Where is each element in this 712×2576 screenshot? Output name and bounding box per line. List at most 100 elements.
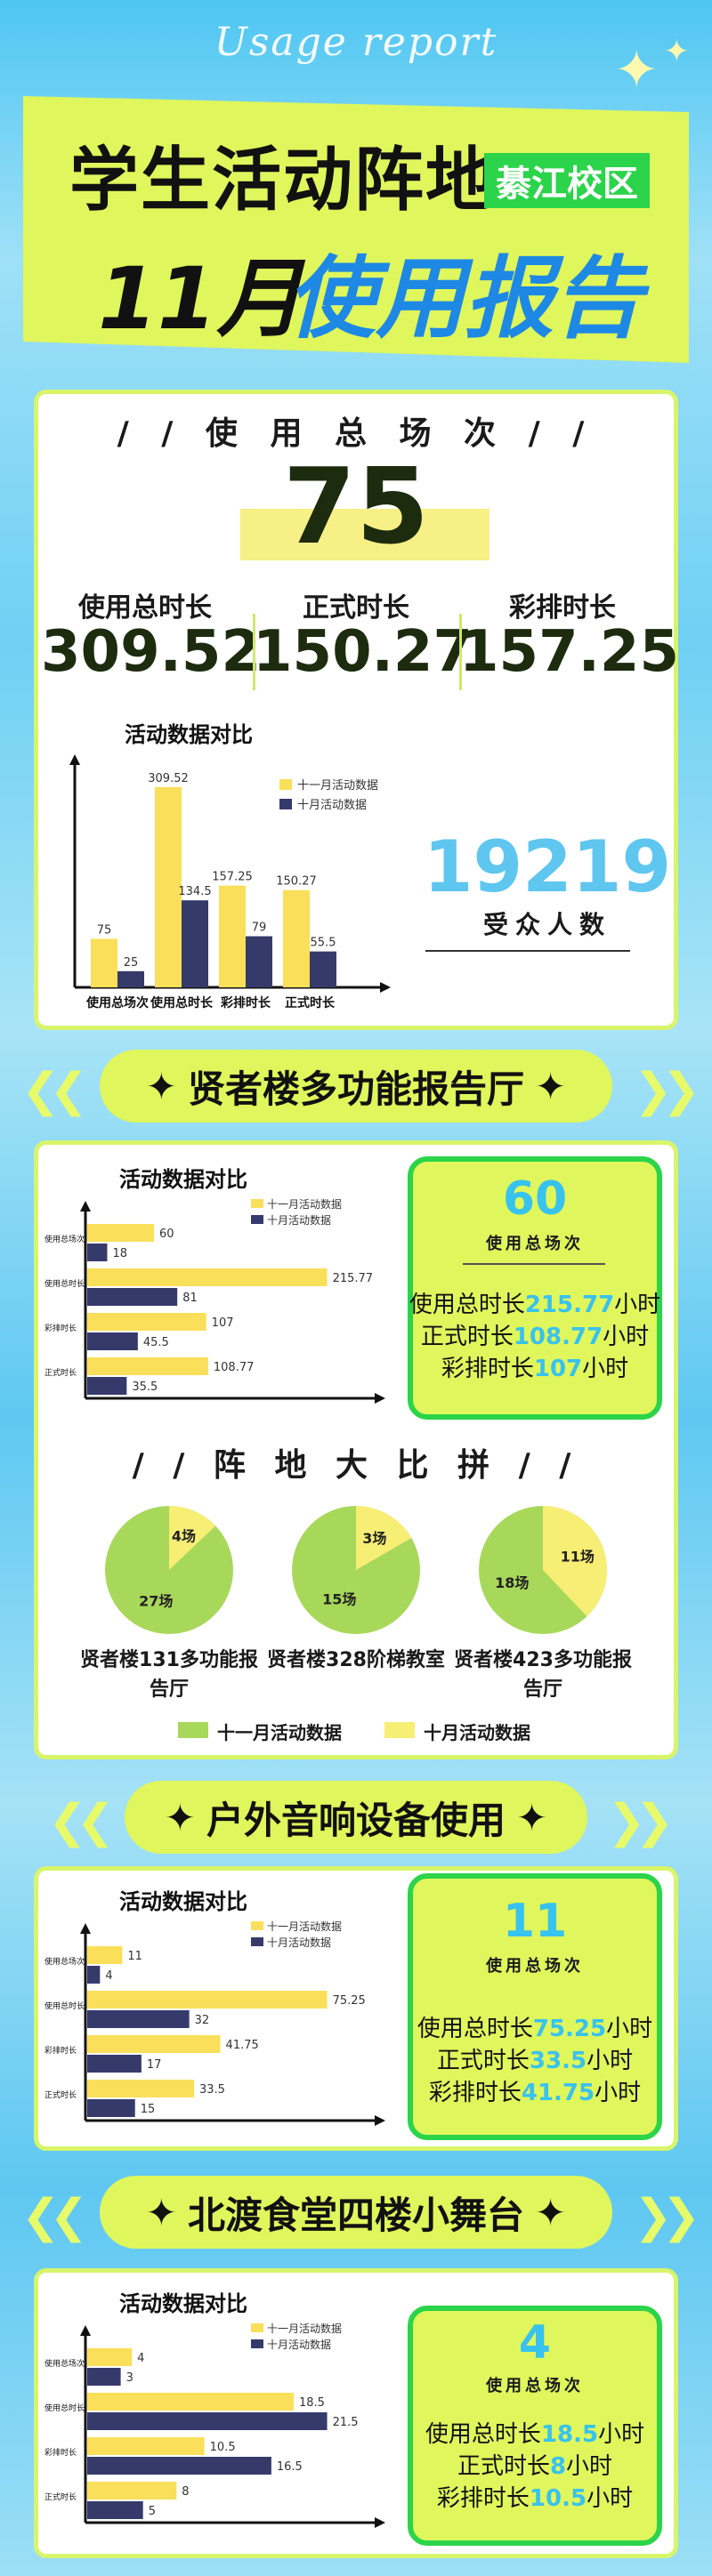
y-axis-arrow: [80, 1923, 91, 1934]
bar-0-0: [91, 938, 117, 987]
bar-0-3: [87, 2482, 177, 2500]
hall-unit: 小时: [582, 1356, 629, 1382]
outdoor-total-value: 75.25: [532, 2016, 607, 2042]
x-axis-arrow: [375, 1393, 385, 1404]
canteen-rehearsal-prefix: 彩排时长: [436, 2485, 530, 2512]
data-label: 41.75: [226, 2039, 259, 2052]
report-subtitle: 使用报告: [287, 246, 643, 350]
pie-label-oct: 4场: [172, 1528, 196, 1545]
canteen-formal-line: 正式时长8小时: [408, 2448, 662, 2481]
diamond-icon: ✦: [535, 1064, 567, 1108]
hall-formal-line: 正式时长108.77小时: [408, 1318, 662, 1351]
pie-label-nov: 18场: [495, 1574, 529, 1591]
y-tick-label: 使用总时长: [44, 2000, 85, 2011]
bar-1-0: [87, 1244, 108, 1261]
legend-label: 十月活动数据: [267, 1213, 331, 1227]
bar-1-1: [87, 2010, 190, 2028]
bar-1-2: [87, 1332, 138, 1350]
diamond-icon: ✦: [145, 2190, 177, 2234]
data-label: 4: [137, 2352, 144, 2365]
legend-label: 十一月活动数据: [267, 1197, 342, 1211]
data-label: 134.5: [178, 885, 211, 898]
y-axis-arrow: [80, 2325, 91, 2336]
bar-1-0: [87, 2368, 121, 2386]
x-tick-label: 使用总时长: [150, 995, 214, 1010]
hall-count-label: 使用总场次: [486, 1235, 584, 1253]
canteen-unit: 小时: [566, 2453, 613, 2480]
x-axis-arrow: [375, 2517, 385, 2528]
data-label: 11: [127, 1950, 142, 1963]
legend-swatch-oct: [384, 1722, 415, 1738]
metric-value-formal: 150.27: [253, 619, 473, 685]
hall-rehearsal-value: 107: [533, 1356, 583, 1382]
data-label: 75.25: [333, 1994, 366, 2008]
hall-unit: 小时: [603, 1324, 650, 1350]
legend-swatch: [251, 2339, 263, 2348]
bar-0-1: [87, 2393, 294, 2411]
hall-total-prefix: 使用总时长: [409, 1292, 525, 1318]
metric-divider: [253, 614, 255, 690]
x-tick-label: 彩排时长: [220, 995, 271, 1010]
canteen-total-line: 使用总时长18.5小时: [408, 2416, 662, 2449]
section-title-canteen-text: 北渡食堂四楼小舞台: [187, 2193, 524, 2237]
sparkle-icon: ✦: [614, 39, 659, 101]
summary-card: [34, 390, 678, 1030]
y-tick-label: 使用总时长: [44, 2403, 85, 2413]
canteen-count-label: 使用总场次: [486, 2377, 584, 2395]
section-title-canteen: ✦ 北渡食堂四楼小舞台 ✦: [100, 2176, 612, 2249]
bar-0-1: [87, 1268, 328, 1286]
total-sessions-value: 75: [282, 445, 430, 568]
data-label: 33.5: [199, 2083, 225, 2097]
bar-1-3: [87, 2099, 135, 2117]
y-axis-arrow: [69, 754, 80, 765]
canteen-rehearsal-value: 10.5: [529, 2485, 587, 2512]
diamond-icon: ✦: [535, 2190, 567, 2234]
outdoor-count: 11: [502, 1895, 568, 1948]
venue-pie-charts: 4场 27场 3场 15场 11场 18场: [105, 1506, 607, 1634]
outdoor-formal-prefix: 正式时长: [436, 2048, 530, 2074]
outdoor-rehearsal-line: 彩排时长41.75小时: [408, 2074, 662, 2107]
pie-label-oct: 11场: [561, 1549, 595, 1566]
bar-1-2: [246, 936, 272, 987]
hall-formal-value: 108.77: [513, 1324, 603, 1350]
bar-1-3: [310, 951, 336, 987]
outdoor-formal-value: 33.5: [529, 2048, 587, 2074]
bar-0-0: [87, 2348, 133, 2366]
canteen-count: 4: [518, 2316, 552, 2370]
usage-report-script-title: Usage report: [214, 20, 498, 65]
audience-count: 19219: [423, 825, 672, 908]
outdoor-stats-box: [408, 1873, 662, 2140]
bar-0-2: [87, 2437, 205, 2455]
data-label: 81: [182, 1292, 198, 1305]
canteen-unit: 小时: [598, 2421, 645, 2448]
legend-swatch: [279, 779, 292, 790]
data-label: 5: [149, 2505, 156, 2518]
chart-title: 活动数据对比: [119, 1889, 247, 1914]
section-title-hall-text: 贤者楼多功能报告厅: [187, 1067, 524, 1111]
legend-label: 十一月活动数据: [267, 1920, 342, 1933]
pie-name-2: 贤者楼328阶梯教室: [267, 1649, 445, 1671]
audience-underline: [425, 950, 630, 952]
chevron-right-icon: ❯❯: [634, 1064, 700, 1117]
hall-rehearsal-prefix: 彩排时长: [441, 1356, 534, 1382]
data-label: 150.27: [276, 875, 317, 889]
legend-label: 十月活动数据: [297, 799, 367, 812]
y-tick-label: 正式时长: [44, 1367, 77, 1378]
data-label: 3: [126, 2371, 134, 2385]
y-tick-label: 使用总时长: [44, 1278, 85, 1289]
y-tick-label: 彩排时长: [44, 2447, 77, 2458]
data-label: 21.5: [333, 2416, 359, 2429]
bar-1-0: [87, 1966, 101, 1984]
bar-0-0: [87, 1224, 154, 1242]
diamond-icon: ✦: [516, 1795, 548, 1839]
section-title-outdoor-text: 户外音响设备使用: [206, 1798, 506, 1842]
report-month: 11月: [98, 249, 303, 349]
page-title: 学生活动阵地: [69, 141, 498, 221]
legend-swatch-nov: [178, 1722, 208, 1738]
legend-swatch: [279, 799, 292, 809]
summary-bar-chart: 活动数据对比 75 25 使用总场次 309.52 134.5 使用总时长 157.25 79 彩…: [69, 722, 391, 1010]
data-label: 32: [195, 2014, 210, 2027]
metric-label-rehearsal: 彩排时长: [509, 592, 616, 624]
outdoor-count-label: 使用总场次: [486, 1957, 584, 1976]
legend-swatch: [251, 1199, 263, 1208]
